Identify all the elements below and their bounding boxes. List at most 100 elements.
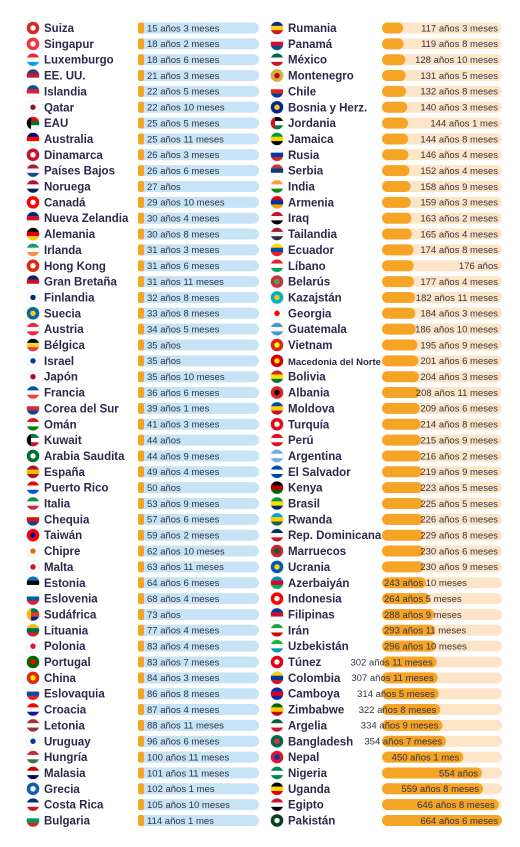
country-label: Puerto Rico: [44, 483, 109, 495]
bar: [138, 371, 144, 383]
value-label: 163 años 2 meses: [420, 214, 498, 225]
flag-icon: [26, 782, 40, 796]
flag-icon: [270, 180, 284, 193]
country-label: Noruega: [44, 182, 91, 194]
bar: [382, 434, 421, 446]
chart-row: Lituania 77 años 4 meses: [26, 623, 259, 637]
bar: [138, 593, 144, 605]
value-label: 39 años 1 mes: [147, 404, 210, 415]
flag-icon: [26, 259, 40, 273]
flag-icon: [270, 354, 284, 368]
bar-track: [138, 117, 259, 129]
bar: [138, 545, 144, 557]
bar: [382, 117, 409, 129]
flag-icon: [26, 275, 40, 289]
flag-icon: [270, 814, 284, 827]
country-label: Estonia: [44, 578, 86, 590]
bar: [138, 181, 144, 192]
value-label: 27 años: [147, 182, 181, 193]
country-label: Kenya: [288, 483, 323, 495]
country-label: Suiza: [44, 23, 75, 35]
value-label: 88 años 11 meses: [147, 721, 224, 732]
country-label: Taiwán: [44, 530, 82, 542]
bar: [382, 815, 502, 826]
value-label: 62 años 10 meses: [147, 546, 225, 557]
value-label: 182 años 11 meses: [416, 293, 498, 304]
bar: [382, 656, 437, 668]
flag-icon: [270, 370, 284, 384]
country-label: Moldova: [288, 403, 335, 415]
bar: [138, 133, 144, 145]
flag-icon: [270, 132, 284, 146]
bar: [138, 117, 144, 129]
chart-row: Irán 293 años 11 meses: [270, 623, 502, 637]
flag-icon: [26, 560, 40, 574]
value-label: 159 años 3 meses: [420, 198, 498, 209]
flag-icon: [26, 386, 40, 400]
chart-row: Singapur 18 años 2 meses: [26, 37, 259, 51]
bar-track: [138, 815, 259, 826]
chart-row: Azerbaiyán 243 años 10 meses: [270, 576, 502, 590]
bar: [138, 482, 144, 494]
flag-icon: [26, 655, 40, 669]
flag-icon: [270, 544, 284, 558]
bar: [382, 513, 423, 525]
country-label: Jamaica: [288, 134, 334, 146]
flag-icon: [270, 703, 284, 717]
flag-icon: [270, 401, 284, 415]
chart-row: Países Bajos 26 años 6 meses: [26, 163, 259, 178]
country-label: Montenegro: [288, 71, 354, 83]
bar-track: [138, 704, 259, 716]
bar-track: [138, 719, 259, 731]
bar-track: [382, 212, 502, 224]
country-label: Canadá: [44, 197, 86, 209]
country-label: Perú: [288, 435, 314, 447]
chart-row: Islandia 22 años 5 meses: [26, 84, 259, 98]
flag-icon: [270, 227, 284, 241]
chart-row: Albania 208 años 11 meses: [270, 385, 502, 400]
value-label: 264 años 5 meses: [384, 594, 462, 605]
chart-row: Serbia 152 años 4 meses: [270, 163, 502, 178]
chart-row: EAU 25 años 5 meses: [26, 116, 259, 130]
value-label: 186 años 10 meses: [415, 324, 498, 335]
bar: [138, 688, 144, 700]
chart-row: Túnez 302 años 11 meses: [270, 655, 502, 669]
bar-track: [138, 593, 259, 605]
country-label: Colombia: [288, 673, 341, 685]
value-label: 132 años 8 meses: [420, 87, 498, 98]
bar: [138, 276, 144, 288]
flag-icon: [270, 528, 284, 542]
chart-row: Panamá 119 años 8 meses: [270, 37, 502, 51]
value-label: 31 años 11 meses: [147, 277, 224, 288]
bar: [382, 561, 424, 573]
country-label: Uzbekistán: [288, 641, 349, 653]
value-label: 77 años 4 meses: [147, 626, 220, 637]
flag-icon: [26, 306, 40, 320]
chart-row: India 158 años 9 meses: [270, 179, 502, 194]
bar-track: [138, 387, 259, 399]
flag-icon: [270, 211, 284, 225]
bar-track: [382, 196, 502, 208]
chart-row: Uzbekistán 296 años 10 meses: [270, 639, 502, 653]
bar: [138, 815, 144, 826]
chart-row: Finlandia 32 años 8 meses: [26, 290, 259, 304]
chart-row: Nepal 450 años 1 mes: [270, 750, 502, 764]
flag-icon: [270, 84, 284, 98]
chart-row: Colombia 307 años 11 meses: [270, 671, 502, 685]
chart-row: Macedonia del Norte 201 años 6 meses: [270, 354, 502, 368]
value-label: 96 años 6 meses: [147, 737, 220, 748]
value-label: 174 años 8 meses: [420, 245, 498, 256]
flag-icon: [26, 37, 40, 51]
country-label: Finlandia: [44, 292, 95, 304]
flag-icon: [26, 687, 40, 701]
chart-row: Kenya 223 años 5 meses: [270, 480, 502, 495]
bar-track: [138, 149, 259, 161]
flag-icon: [270, 497, 284, 510]
country-label: Lituania: [44, 625, 89, 637]
value-label: 22 años 10 meses: [147, 103, 225, 114]
country-label: Turquía: [288, 419, 330, 431]
chart-row: Zimbabwe 322 años 8 meses: [270, 702, 502, 717]
bar-track: [382, 101, 502, 113]
bar: [382, 735, 447, 747]
bar: [382, 339, 418, 351]
